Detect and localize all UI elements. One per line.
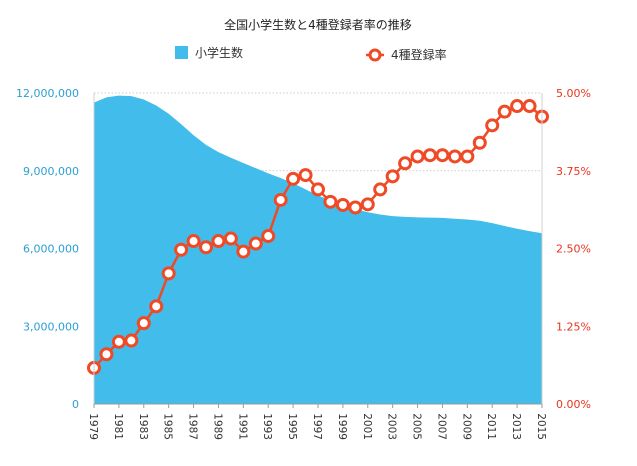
x-tick-label: 1981 [112, 413, 124, 440]
x-tick-label: 2005 [411, 413, 423, 440]
line-point [423, 148, 437, 163]
line-point [472, 135, 487, 150]
line-point [385, 169, 400, 184]
line-point [510, 99, 525, 114]
x-axis-ticks: 1979 1981 1983 1985 1987 1989 1991 1993 1995 1997… [87, 404, 547, 440]
line-point [223, 231, 238, 246]
line-point [149, 299, 164, 314]
line-point [522, 99, 537, 114]
x-tick-label: 2003 [386, 413, 398, 440]
line-point [460, 149, 475, 164]
line-point [161, 266, 176, 281]
line-point [199, 240, 213, 255]
x-tick-label: 2011 [485, 413, 497, 440]
right-axis-ticks: 0.00% 1.25% 2.50% 3.75% 5.00% [556, 87, 591, 411]
x-tick-label: 1995 [286, 413, 298, 440]
line-point [435, 148, 450, 163]
right-tick-label: 2.50% [556, 243, 591, 256]
line-point [99, 347, 114, 362]
x-tick-label: 2015 [535, 413, 547, 440]
legend-swatch-marker [368, 48, 382, 62]
x-tick-label: 1979 [87, 413, 99, 440]
line-point [311, 182, 325, 197]
line-point [298, 168, 313, 183]
line-point [286, 171, 301, 186]
line-point [273, 192, 288, 207]
line-point [497, 104, 512, 119]
line-point [323, 194, 338, 209]
left-tick-label: 12,000,000 [16, 87, 79, 100]
left-axis-ticks: 0 3,000,000 6,000,000 9,000,000 12,000,000 [16, 87, 79, 411]
line-point [211, 234, 226, 249]
left-tick-label: 3,000,000 [23, 320, 79, 333]
line-point [348, 200, 363, 215]
legend-label-line: 4種登録率 [391, 47, 447, 62]
x-tick-label: 1999 [336, 413, 348, 440]
area-series-student-count [94, 95, 542, 404]
legend-swatch-area [175, 46, 188, 59]
right-tick-label: 0.00% [556, 398, 591, 411]
x-tick-label: 2013 [510, 413, 522, 440]
x-tick-label: 1987 [187, 413, 199, 440]
legend: 小学生数 4種登録率 [175, 45, 447, 62]
line-point [373, 182, 388, 197]
line-point [485, 118, 500, 133]
right-tick-label: 1.25% [556, 320, 591, 333]
line-point [111, 334, 126, 349]
x-tick-label: 2009 [460, 413, 472, 440]
line-point [174, 242, 189, 257]
line-point [136, 316, 151, 331]
line-point [124, 333, 139, 348]
line-point [398, 156, 413, 171]
line-point [261, 229, 276, 244]
chart-title: 全国小学生数と4種登録者率の推移 [224, 17, 412, 32]
left-tick-label: 9,000,000 [23, 165, 79, 178]
line-point [335, 197, 350, 212]
right-tick-label: 5.00% [556, 87, 591, 100]
x-tick-label: 2007 [435, 413, 447, 440]
line-point [236, 244, 251, 259]
line-point [410, 149, 425, 164]
x-tick-label: 2001 [361, 413, 373, 440]
x-tick-label: 1985 [162, 413, 174, 440]
x-tick-label: 1991 [236, 413, 248, 440]
line-point [186, 234, 201, 249]
x-tick-label: 1983 [137, 413, 149, 440]
legend-label-area: 小学生数 [195, 45, 243, 60]
x-tick-label: 1989 [211, 413, 223, 440]
left-tick-label: 0 [72, 398, 79, 411]
x-tick-label: 1993 [261, 413, 273, 440]
line-point [447, 149, 462, 164]
area-layer [94, 95, 542, 404]
line-point [360, 197, 375, 212]
x-tick-label: 1997 [311, 413, 323, 440]
right-tick-label: 3.75% [556, 165, 591, 178]
left-tick-label: 6,000,000 [23, 243, 79, 256]
line-point [248, 236, 263, 251]
